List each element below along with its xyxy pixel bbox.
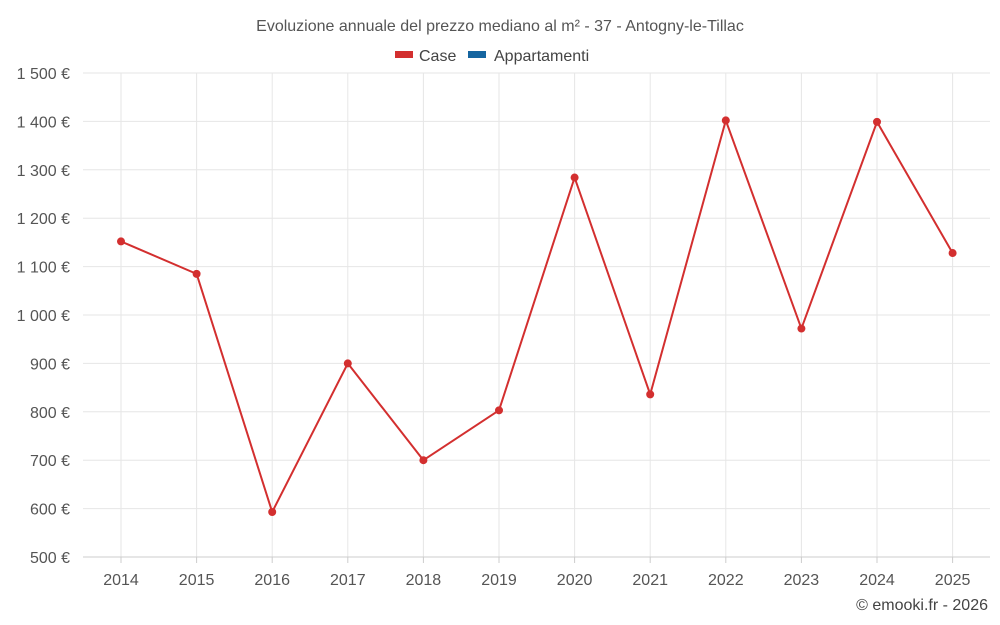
series-case	[117, 116, 957, 516]
x-tick-label: 2017	[330, 572, 366, 589]
x-tick-label: 2020	[557, 572, 593, 589]
y-tick-label: 1 400 €	[17, 114, 70, 131]
data-point-case-2017[interactable]	[343, 359, 352, 368]
y-tick-label: 600 €	[30, 502, 70, 519]
x-tick-label: 2022	[708, 572, 744, 589]
legend-label-appartamenti[interactable]: Appartamenti	[494, 48, 589, 65]
x-tick-label: 2016	[254, 572, 290, 589]
legend-swatch-case[interactable]	[395, 51, 413, 58]
y-tick-label: 1 000 €	[17, 308, 70, 325]
data-point-case-2022[interactable]	[721, 116, 730, 125]
y-tick-label: 1 500 €	[17, 66, 70, 83]
legend-label-case[interactable]: Case	[419, 48, 456, 65]
data-point-case-2021[interactable]	[646, 390, 655, 399]
data-point-case-2023[interactable]	[797, 324, 806, 333]
x-axis: 2014 2015 2016 2017 2018 2019 2020 2021 2022 2023…	[83, 556, 990, 589]
legend: Case Appartamenti	[395, 48, 589, 65]
data-point-case-2018[interactable]	[419, 456, 428, 465]
data-point-case-2019[interactable]	[495, 406, 503, 415]
y-tick-label: 700 €	[30, 453, 70, 470]
legend-swatch-appartamenti[interactable]	[468, 51, 486, 58]
y-axis: 1 500 € 1 400 € 1 300 € 1 200 € 1 100 € 1 000…	[17, 66, 70, 567]
x-tick-label: 2021	[632, 572, 668, 589]
data-point-case-2016[interactable]	[268, 507, 277, 516]
data-point-case-2020[interactable]	[570, 173, 579, 182]
x-tick-label: 2019	[481, 572, 517, 589]
data-point-case-2025[interactable]	[948, 249, 957, 258]
grid	[83, 72, 990, 558]
y-tick-label: 500 €	[30, 550, 70, 567]
y-tick-label: 1 300 €	[17, 163, 70, 180]
y-tick-label: 1 200 €	[17, 211, 70, 228]
y-tick-label: 900 €	[30, 356, 70, 373]
data-point-case-2015[interactable]	[192, 269, 201, 278]
x-tick-label: 2014	[103, 572, 139, 589]
data-point-case-2014[interactable]	[117, 237, 125, 246]
x-tick-label: 2015	[179, 572, 215, 589]
credit-text: © emooki.fr - 2026	[856, 597, 988, 614]
series-line-case	[120, 119, 954, 513]
data-point-case-2024[interactable]	[873, 117, 881, 126]
chart-title: Evoluzione annuale del prezzo mediano al…	[256, 18, 744, 35]
x-tick-label: 2024	[859, 572, 895, 589]
x-tick-label: 2018	[406, 572, 442, 589]
x-tick-label: 2025	[935, 572, 971, 589]
y-tick-label: 800 €	[30, 405, 70, 422]
x-tick-label: 2023	[784, 572, 820, 589]
y-tick-label: 1 100 €	[17, 260, 70, 277]
